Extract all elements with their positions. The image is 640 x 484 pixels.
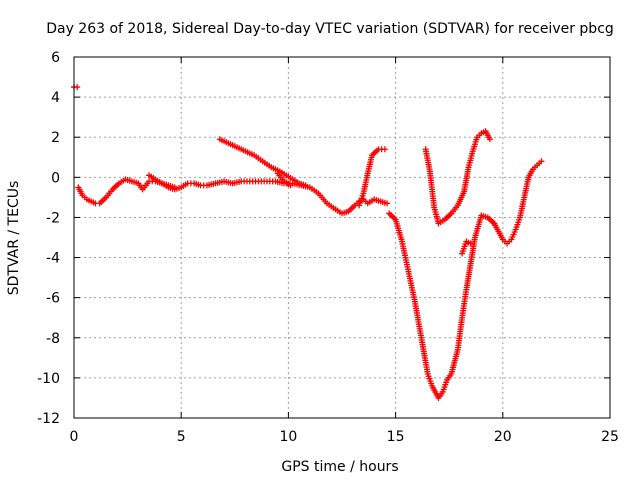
y-tick-label: 4 [51, 90, 60, 106]
x-tick-label: 25 [601, 429, 619, 445]
data-point [538, 158, 545, 165]
y-tick-label: -12 [37, 411, 60, 427]
data-point [287, 182, 294, 189]
axis-layer [73, 56, 611, 419]
x-tick-label: 5 [177, 429, 186, 445]
data-point [467, 240, 474, 247]
x-tick-label: 0 [70, 429, 79, 445]
points-layer [71, 84, 545, 401]
y-axis-label: SDTVAR / TECUs [6, 181, 22, 296]
data-point [384, 200, 391, 207]
y-tick-label: -4 [46, 251, 60, 267]
data-point [74, 84, 81, 91]
y-tick-label: -2 [46, 210, 60, 226]
data-point [171, 184, 178, 191]
x-tick-label: 15 [387, 429, 405, 445]
y-tick-label: -6 [46, 291, 60, 307]
y-tick-label: 6 [51, 50, 60, 66]
data-point [381, 146, 388, 153]
tick-labels-layer: 0 5 10 15 20 25 -12 -10 -8 -6 -4 -2 0 2 4 6 [37, 50, 619, 445]
chart-title: Day 263 of 2018, Sidereal Day-to-day VTE… [46, 21, 614, 37]
data-point [302, 182, 309, 189]
x-tick-label: 20 [494, 429, 512, 445]
y-tick-label: 2 [51, 130, 60, 146]
y-tick-label: -10 [37, 371, 60, 387]
y-tick-label: -8 [46, 331, 60, 347]
y-tick-label: 0 [51, 170, 60, 186]
plot-border [73, 56, 611, 419]
data-point [486, 136, 493, 143]
x-axis-label: GPS time / hours [281, 459, 398, 475]
x-tick-label: 10 [279, 429, 297, 445]
